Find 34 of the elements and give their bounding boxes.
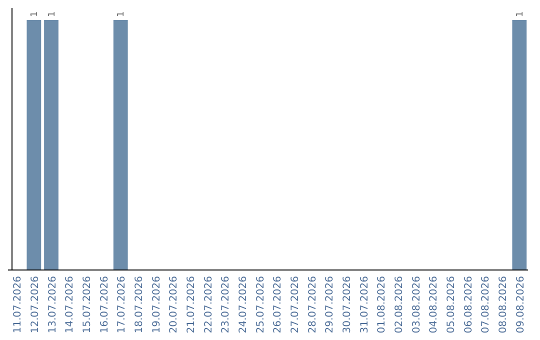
- x-tick-label: 08.08.2026: [498, 276, 510, 334]
- x-tick-label: 18.07.2026: [134, 276, 145, 334]
- x-tick-label: 28.07.2026: [307, 276, 318, 334]
- x-tick-label: 17.07.2026: [116, 276, 128, 334]
- x-tick-label: 16.07.2026: [99, 276, 110, 334]
- x-tick-label: 31.07.2026: [359, 276, 370, 334]
- x-tick-label: 20.07.2026: [168, 276, 180, 334]
- x-tick-label: 11.07.2026: [12, 276, 24, 334]
- x-tick-label: 09.08.2026: [515, 276, 526, 334]
- x-tick-label: 22.07.2026: [203, 276, 214, 334]
- data-label: 1: [116, 11, 127, 17]
- x-tick-label: 14.07.2026: [64, 276, 76, 334]
- data-label: 1: [47, 11, 58, 17]
- x-tick-label: 19.07.2026: [151, 276, 162, 334]
- x-tick-label: 30.07.2026: [342, 276, 354, 334]
- x-tick-label: 15.07.2026: [82, 276, 93, 334]
- x-tick-label: 21.07.2026: [186, 276, 197, 334]
- x-tick-label: 13.07.2026: [47, 276, 58, 334]
- data-label: 1: [30, 11, 40, 17]
- x-tick-label: 12.07.2026: [30, 276, 41, 334]
- data-label: 1: [515, 11, 526, 17]
- x-tick-label: 25.07.2026: [255, 276, 266, 334]
- x-tick-label: 02.08.2026: [394, 276, 406, 334]
- x-tick-label: 07.08.2026: [480, 276, 492, 334]
- x-tick-label: 04.08.2026: [428, 276, 440, 334]
- x-tick-label: 01.08.2026: [376, 276, 388, 334]
- x-tick-label: 23.07.2026: [220, 276, 232, 334]
- x-tick-label: 27.07.2026: [290, 276, 302, 334]
- x-tick-label: 03.08.2026: [411, 276, 422, 334]
- x-tick-label: 05.08.2026: [446, 276, 458, 334]
- x-tick-label: 24.07.2026: [238, 276, 249, 334]
- x-tick-label: 06.08.2026: [463, 276, 474, 334]
- x-tick-label: 29.07.2026: [324, 276, 336, 334]
- x-tick-label: 26.07.2026: [272, 276, 284, 334]
